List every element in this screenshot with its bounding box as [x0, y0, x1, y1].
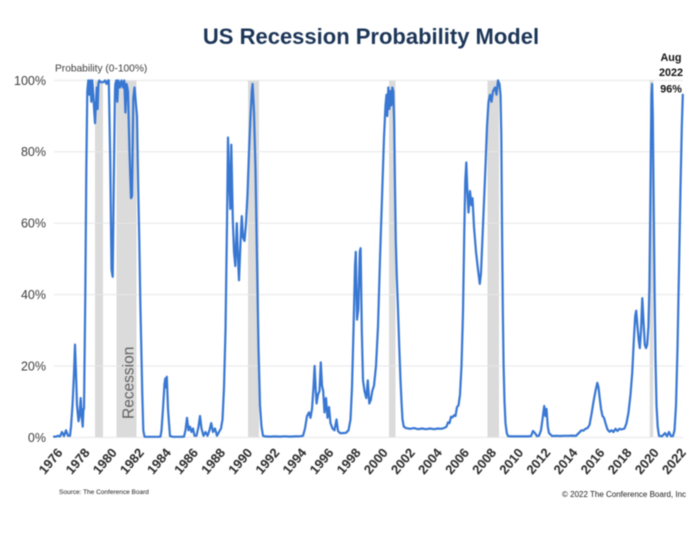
svg-text:© 2022 The Conference Board, I: © 2022 The Conference Board, Inc: [562, 490, 686, 499]
svg-text:Source: The Conference Board: Source: The Conference Board: [59, 489, 149, 496]
svg-text:0%: 0%: [28, 431, 46, 445]
svg-text:96%: 96%: [660, 84, 682, 96]
svg-text:80%: 80%: [21, 145, 46, 159]
svg-text:100%: 100%: [14, 74, 46, 88]
svg-text:Recession: Recession: [121, 347, 138, 419]
svg-text:40%: 40%: [21, 288, 46, 302]
svg-text:60%: 60%: [21, 217, 46, 231]
svg-text:2022: 2022: [659, 67, 683, 79]
svg-text:Probability (0-100%): Probability (0-100%): [55, 64, 147, 75]
svg-text:US Recession Probability Model: US Recession Probability Model: [203, 24, 539, 49]
svg-text:Aug: Aug: [661, 52, 682, 64]
svg-text:20%: 20%: [21, 359, 46, 373]
